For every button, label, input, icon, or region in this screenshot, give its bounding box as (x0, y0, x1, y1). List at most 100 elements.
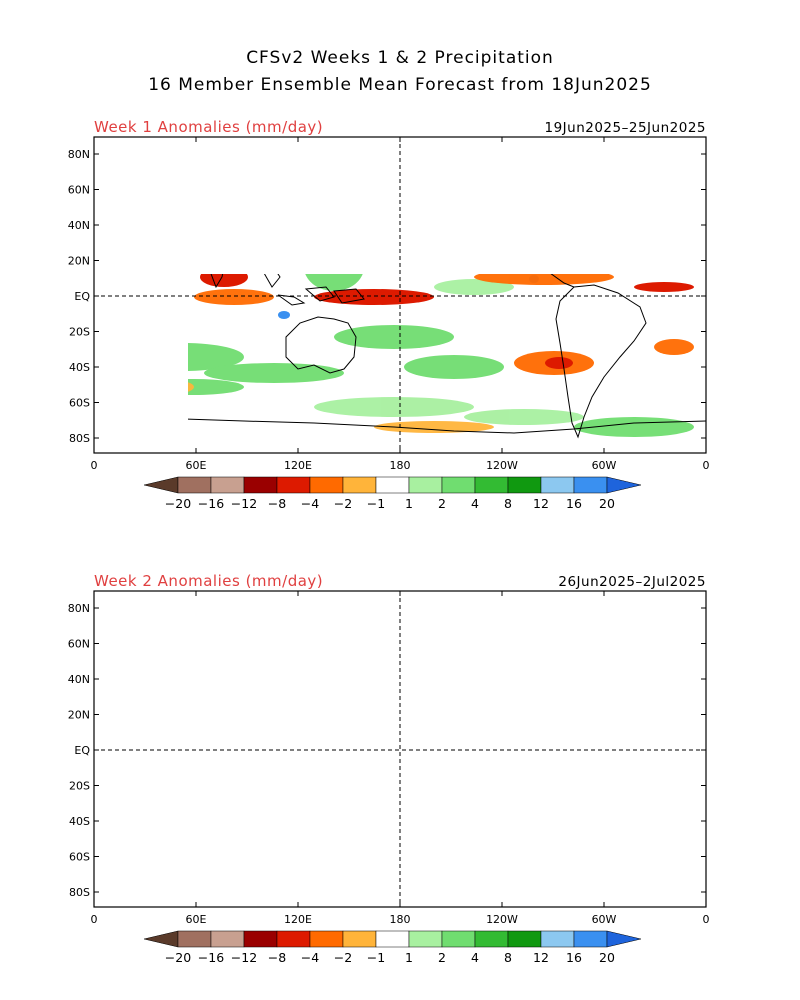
colorbar-swatch (177, 930, 212, 948)
lat-tick-label: 40S (69, 815, 90, 828)
lat-tick-label: 80S (69, 886, 90, 899)
colorbar-label: −12 (231, 496, 257, 511)
colorbar-label: −2 (334, 950, 352, 965)
colorbar-swatch (507, 476, 542, 494)
colorbar-label: 16 (566, 950, 582, 965)
lat-tick-label: 60N (68, 184, 90, 197)
colorbar-swatch (540, 930, 575, 948)
lat-tick-label: 20N (68, 709, 90, 722)
colorbar-label: 8 (504, 496, 512, 511)
colorbar-label: −20 (165, 950, 191, 965)
lon-tick-label: 0 (91, 913, 98, 926)
lat-tick-label: 20N (68, 255, 90, 268)
lat-tick-label: 60S (69, 397, 90, 410)
title-line-2: 16 Member Ensemble Mean Forecast from 18… (148, 75, 652, 95)
colorbar-label: 1 (405, 496, 413, 511)
colorbar-label: −12 (231, 950, 257, 965)
colorbar-label: 2 (438, 950, 446, 965)
colorbar-swatch (243, 476, 278, 494)
colorbar-label: 20 (599, 496, 615, 511)
colorbar-label: 12 (533, 496, 549, 511)
lat-tick-label: 20S (69, 780, 90, 793)
colorbar-swatch (210, 930, 245, 948)
lat-tick-label: 60S (69, 851, 90, 864)
week1-dates: 19Jun2025–25Jun2025 (544, 120, 706, 136)
colorbar-label: −1 (367, 950, 385, 965)
lon-tick-label: 0 (703, 459, 710, 472)
colorbar-label: 8 (504, 950, 512, 965)
lat-tick-label: 80N (68, 602, 90, 615)
colorbar-arrow-left (143, 476, 179, 494)
week1-anomaly-field (188, 274, 694, 437)
lon-tick-label: 60E (186, 913, 207, 926)
colorbar-label: 4 (471, 950, 479, 965)
week1-map: 80N 60N 40N 20N EQ 20S 40S 60S 80S 0 60E 120E 180 12… (68, 136, 710, 472)
colorbar-label: 4 (471, 496, 479, 511)
lat-tick-label: 40N (68, 673, 90, 686)
colorbar-swatch (309, 476, 344, 494)
lat-tick-label: 40S (69, 361, 90, 374)
colorbar-swatch (474, 476, 509, 494)
colorbar-label: 1 (405, 950, 413, 965)
colorbar-swatch (540, 476, 575, 494)
colorbar-swatch (474, 930, 509, 948)
week2-map: 80N 60N 40N 20N EQ 20S 40S 60S 80S 0 60E 120E 180 12… (68, 590, 710, 926)
colorbar-label: 2 (438, 496, 446, 511)
colorbar-label: −4 (301, 496, 319, 511)
colorbar-arrow-left (143, 930, 179, 948)
colorbar-swatch (375, 930, 410, 948)
colorbar-label: −1 (367, 496, 385, 511)
week2-lat-ticks: 80N 60N 40N 20N EQ 20S 40S 60S 80S (68, 602, 706, 899)
week2-colorbar: −20 −16 −12 −8 −4 −2 −1 1 2 4 8 12 16 20 (143, 930, 642, 965)
lon-tick-label: 120E (284, 913, 312, 926)
colorbar-swatch (408, 930, 443, 948)
lon-tick-label: 180 (390, 913, 411, 926)
colorbar-arrow-right (606, 476, 642, 494)
lon-tick-label: 60E (186, 459, 207, 472)
lat-tick-label: EQ (74, 744, 90, 757)
lon-tick-label: 60W (592, 913, 617, 926)
lon-tick-label: 60W (592, 459, 617, 472)
colorbar-swatch (276, 930, 311, 948)
lat-tick-label: 40N (68, 219, 90, 232)
colorbar-label: 12 (533, 950, 549, 965)
colorbar-swatch (573, 476, 608, 494)
colorbar-label: −16 (198, 950, 224, 965)
colorbar-label: 16 (566, 496, 582, 511)
colorbar-swatch (441, 930, 476, 948)
colorbar-label: −4 (301, 950, 319, 965)
lon-tick-label: 0 (703, 913, 710, 926)
colorbar-arrow-right (606, 930, 642, 948)
colorbar-swatch (309, 930, 344, 948)
lon-tick-label: 120W (486, 913, 518, 926)
title-line-1: CFSv2 Weeks 1 & 2 Precipitation (246, 48, 554, 68)
colorbar-label: 20 (599, 950, 615, 965)
colorbar-swatch (342, 476, 377, 494)
colorbar-label: −20 (165, 496, 191, 511)
colorbar-label: −2 (334, 496, 352, 511)
week2-label: Week 2 Anomalies (mm/day) (94, 572, 324, 590)
lat-tick-label: 80S (69, 432, 90, 445)
week1-label: Week 1 Anomalies (mm/day) (94, 118, 324, 136)
week1-lat-ticks: 80N 60N 40N 20N EQ 20S 40S 60S 80S (68, 148, 706, 445)
colorbar-swatch (276, 476, 311, 494)
week1-lon-ticks: 0 60E 120E 180 120W 60W 0 (91, 137, 710, 472)
week2-lon-ticks: 0 60E 120E 180 120W 60W 0 (91, 591, 710, 926)
week1-colorbar: −20 −16 −12 −8 −4 −2 −1 1 2 4 8 12 16 20 (143, 476, 642, 511)
colorbar-swatch (507, 930, 542, 948)
lat-tick-label: 20S (69, 326, 90, 339)
week2-dates: 26Jun2025–2Jul2025 (558, 574, 706, 590)
colorbar-label: −8 (268, 950, 286, 965)
lon-tick-label: 120W (486, 459, 518, 472)
lat-tick-label: 60N (68, 638, 90, 651)
lon-tick-label: 180 (390, 459, 411, 472)
colorbar-swatch (573, 930, 608, 948)
colorbar-swatch (441, 476, 476, 494)
lon-tick-label: 120E (284, 459, 312, 472)
colorbar-swatch (375, 476, 410, 494)
lat-tick-label: 80N (68, 148, 90, 161)
colorbar-label: −8 (268, 496, 286, 511)
colorbar-label: −16 (198, 496, 224, 511)
colorbar-swatch (243, 930, 278, 948)
